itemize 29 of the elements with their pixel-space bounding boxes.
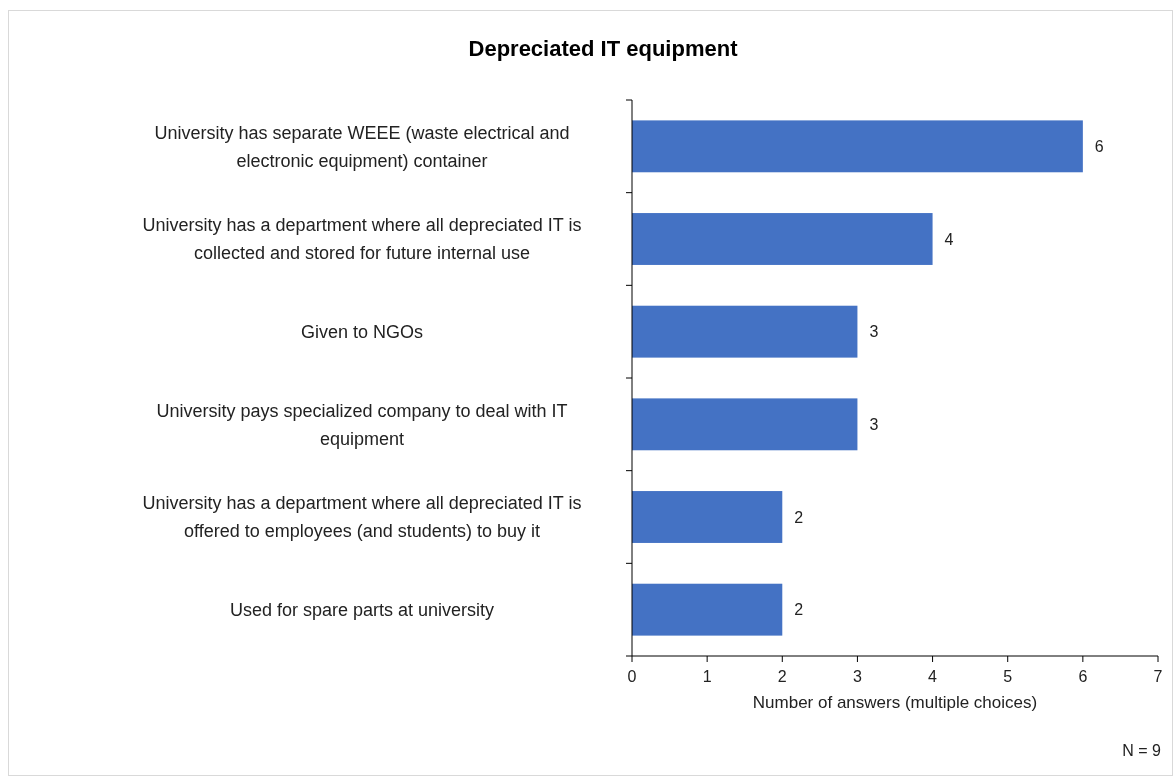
y-tick-label: Given to NGOs bbox=[300, 321, 424, 342]
y-tick-label: University has a department where all depreciated IT is collected and stored for future internal use bbox=[142, 215, 582, 264]
text: N = 9 bbox=[1122, 742, 1162, 759]
bar bbox=[632, 213, 933, 265]
y-tick-label: University has separate WEEE (waste electrical and electronic equipment) container bbox=[154, 122, 570, 171]
y-tick-label: University pays specialized company to deal with IT equipment bbox=[156, 400, 568, 449]
x-tick-label: 4 bbox=[928, 668, 938, 685]
bar bbox=[632, 583, 783, 636]
data-label: 3 bbox=[869, 415, 879, 433]
y-tick-label: Used for spare parts at university bbox=[229, 599, 495, 620]
data-label: 6 bbox=[1094, 137, 1104, 155]
x-tick-label: 0 bbox=[627, 668, 637, 685]
x-tick-label: 2 bbox=[777, 668, 787, 685]
bar bbox=[632, 491, 783, 543]
y-tick-label: University has a department where all depreciated IT is offered to employees (and students) to buy it bbox=[142, 493, 582, 542]
bar bbox=[632, 305, 858, 358]
bar bbox=[632, 398, 858, 451]
x-axis-title: Number of answers (multiple choices) bbox=[752, 693, 1038, 712]
data-label: 3 bbox=[869, 323, 879, 341]
data-label: 2 bbox=[794, 508, 804, 526]
bar bbox=[632, 120, 1083, 173]
chart-title: Depreciated IT equipment bbox=[468, 36, 739, 61]
x-tick-label: 1 bbox=[702, 668, 712, 685]
data-label: 2 bbox=[794, 601, 804, 619]
x-tick-label: 3 bbox=[852, 668, 862, 685]
x-tick-label: 7 bbox=[1153, 668, 1163, 685]
x-tick-label: 5 bbox=[1003, 668, 1013, 685]
data-label: 4 bbox=[944, 230, 954, 248]
x-tick-label: 6 bbox=[1078, 668, 1088, 685]
